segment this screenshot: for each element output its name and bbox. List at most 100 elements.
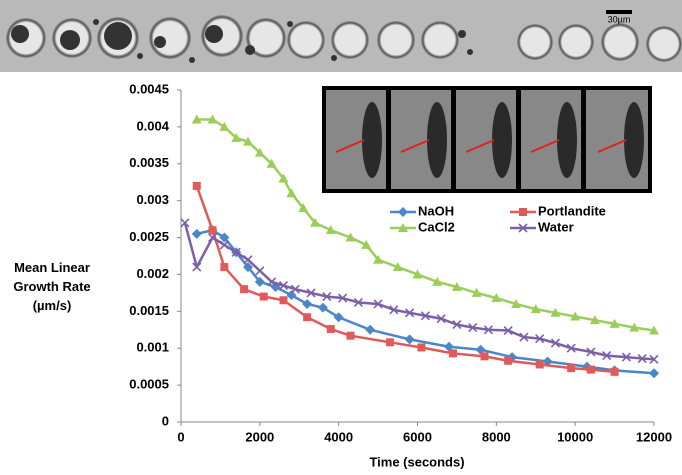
data-point [317,302,328,313]
data-point [243,255,253,265]
data-point [361,239,372,249]
data-point [191,228,202,239]
x-tick-label: 10000 [557,429,593,444]
data-point [589,315,600,325]
y-tick-label: 0.0025 [129,229,169,244]
data-point [471,287,482,297]
x-tick-label: 4000 [324,429,353,444]
data-point [326,325,335,334]
data-point [649,325,659,335]
data-point [412,269,423,279]
data-point [207,114,218,124]
data-point [325,225,336,235]
y-tick-label: 0.0005 [129,377,169,392]
data-point [219,240,229,250]
data-point [420,311,430,321]
data-point [231,132,242,142]
y-tick-label: 0.0035 [129,155,169,170]
data-point [570,311,581,321]
x-tick-label: 2000 [245,429,274,444]
data-point [373,299,383,309]
data-point [566,343,576,353]
legend-label: Water [538,219,574,234]
data-point [504,356,513,365]
data-point [448,349,457,358]
data-point [298,203,309,213]
micrograph-strip: 30µm [0,0,682,72]
data-point [254,147,265,157]
data-point [530,304,541,314]
data-point [602,351,612,361]
data-point [405,308,415,318]
data-point [385,338,394,347]
data-point [483,325,494,335]
y-tick-label: 0 [162,413,169,428]
legend-marker [398,223,408,232]
x-axis-label: Time (seconds) [369,454,464,469]
data-point [279,296,288,305]
x-tick-label: 6000 [403,429,432,444]
data-point [192,181,201,190]
data-point [333,312,344,323]
data-point [451,281,462,291]
data-point [353,297,363,308]
data-point [550,338,561,348]
data-point [310,217,321,227]
data-point [266,158,277,168]
data-point [220,263,229,272]
data-point [243,136,254,146]
data-point [192,262,202,272]
data-point [322,292,332,302]
data-point [609,318,620,328]
legend-marker [519,208,527,216]
data-point [436,314,446,324]
data-point [511,298,522,308]
data-point [389,305,399,315]
data-point [491,293,502,303]
data-point [240,285,249,294]
x-tick-label: 12000 [636,429,672,444]
data-point [267,277,277,287]
y-tick-label: 0.0045 [129,81,169,96]
y-tick-label: 0.002 [136,266,169,281]
data-point [346,331,355,340]
data-point [649,354,659,364]
data-point [254,276,265,287]
data-point [586,365,595,374]
data-point [231,247,241,257]
data-point [278,280,289,291]
data-point [567,364,576,373]
data-point [278,173,289,183]
x-tick-label: 8000 [482,429,511,444]
data-point [219,232,230,243]
legend-label: Portlandite [538,203,606,218]
data-point [452,320,462,330]
data-point [365,324,376,335]
y-tick-label: 0.004 [136,118,169,133]
scale-bar-label: 30µm [608,14,631,24]
data-point [404,334,415,345]
data-point [392,262,403,272]
data-point [649,368,659,379]
data-point [219,121,230,131]
data-point [208,226,217,235]
data-point [417,343,426,352]
data-point [610,367,619,376]
data-point [207,232,218,243]
y-tick-label: 0.001 [136,340,169,355]
data-point [373,254,384,264]
data-point [586,347,596,357]
data-point [468,322,478,333]
data-point [444,341,455,352]
data-point [338,293,348,303]
data-point [259,292,268,301]
x-tick-label: 0 [177,429,184,444]
data-point [475,344,486,355]
data-point [303,313,312,322]
legend-label: CaCl2 [418,219,455,234]
data-point [306,288,316,298]
y-tick-label: 0.0015 [129,303,169,318]
data-point [180,218,190,228]
data-point [255,266,265,276]
